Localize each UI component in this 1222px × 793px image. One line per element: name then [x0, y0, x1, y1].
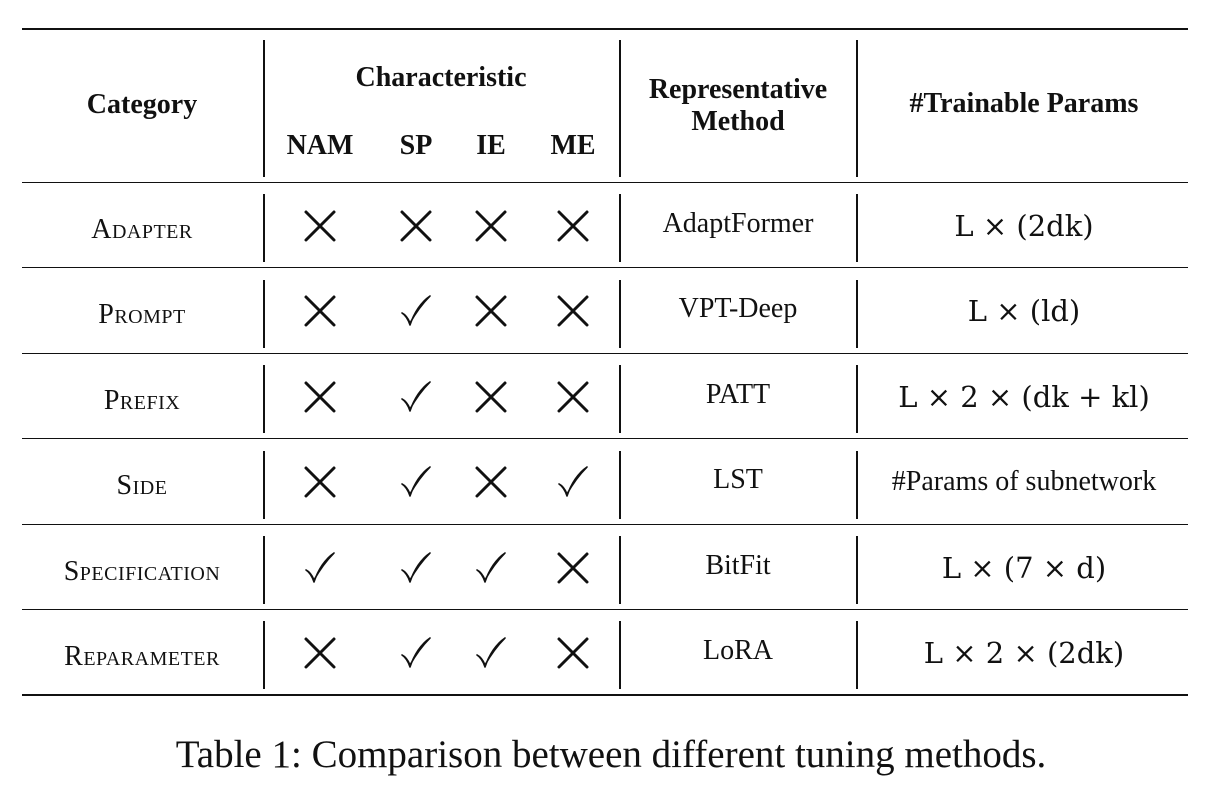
- category-cell: Side: [116, 469, 168, 501]
- column-divider: [263, 621, 265, 689]
- header-ie: IE: [476, 130, 506, 161]
- cross-icon: [548, 525, 598, 610]
- cross-icon: [295, 439, 345, 524]
- header-sp: SP: [399, 130, 433, 161]
- column-divider: [263, 536, 265, 604]
- check-icon: [548, 439, 598, 524]
- cross-icon: [391, 183, 441, 268]
- column-divider: [263, 280, 265, 348]
- column-divider: [619, 365, 621, 433]
- cross-icon: [466, 183, 516, 268]
- header-method-line2: Method: [691, 106, 785, 137]
- column-divider: [856, 451, 858, 519]
- check-icon: [466, 525, 516, 610]
- category-cell: Reparameter: [64, 640, 220, 672]
- cross-icon: [295, 610, 345, 695]
- check-icon: [391, 354, 441, 439]
- row-rule: [22, 609, 1188, 611]
- bottom-rule: [22, 694, 1188, 697]
- column-divider: [619, 194, 621, 262]
- row-rule: [22, 438, 1188, 440]
- category-cell: Adapter: [91, 213, 193, 245]
- params-cell: L × (ld): [967, 293, 1081, 328]
- column-divider: [619, 621, 621, 689]
- column-divider: [263, 451, 265, 519]
- cross-icon: [295, 354, 345, 439]
- column-divider: [856, 40, 858, 177]
- header-rule: [22, 182, 1188, 184]
- header-method: Representative Method: [622, 66, 854, 146]
- check-icon: [295, 525, 345, 610]
- header-method-line1: Representative: [648, 74, 828, 105]
- cross-icon: [466, 439, 516, 524]
- column-divider: [263, 365, 265, 433]
- category-cell: Prompt: [98, 298, 186, 330]
- check-icon: [391, 610, 441, 695]
- column-divider: [856, 194, 858, 262]
- column-divider: [856, 621, 858, 689]
- header-nam: NAM: [286, 130, 354, 161]
- check-icon: [391, 439, 441, 524]
- table-caption: Table 1: Comparison between different tu…: [175, 732, 1047, 776]
- header-category: Category: [86, 89, 198, 120]
- row-rule: [22, 524, 1188, 526]
- row-rule: [22, 267, 1188, 269]
- params-cell: L × (2dk): [954, 208, 1094, 243]
- cross-icon: [466, 354, 516, 439]
- params-cell: L × (7 × d): [941, 550, 1107, 585]
- category-cell: Prefix: [103, 384, 181, 416]
- column-divider: [619, 451, 621, 519]
- category-cell: Specification: [63, 555, 221, 587]
- column-divider: [619, 280, 621, 348]
- column-divider: [856, 280, 858, 348]
- check-icon: [466, 610, 516, 695]
- column-divider: [263, 40, 265, 177]
- column-divider: [263, 194, 265, 262]
- cross-icon: [548, 183, 598, 268]
- params-cell: #Params of subnetwork: [891, 465, 1157, 497]
- params-cell: L × 2 × (dk + kl): [898, 379, 1150, 414]
- method-cell: VPT-Deep: [678, 292, 798, 324]
- column-divider: [619, 40, 621, 177]
- column-divider: [856, 536, 858, 604]
- method-cell: LoRA: [703, 634, 773, 666]
- top-rule: [22, 28, 1188, 31]
- cross-icon: [295, 268, 345, 353]
- params-cell: L × 2 × (2dk): [923, 635, 1125, 670]
- cross-icon: [548, 610, 598, 695]
- column-divider: [856, 365, 858, 433]
- check-icon: [391, 268, 441, 353]
- header-params: #Trainable Params: [909, 88, 1139, 119]
- cross-icon: [548, 268, 598, 353]
- header-me: ME: [550, 130, 596, 161]
- cross-icon: [466, 268, 516, 353]
- check-icon: [391, 525, 441, 610]
- cross-icon: [295, 183, 345, 268]
- method-cell: BitFit: [705, 549, 771, 581]
- cross-icon: [548, 354, 598, 439]
- column-divider: [619, 536, 621, 604]
- method-cell: AdaptFormer: [662, 207, 814, 239]
- header-characteristic: Characteristic: [355, 62, 527, 93]
- method-cell: PATT: [705, 378, 771, 410]
- row-rule: [22, 353, 1188, 355]
- method-cell: LST: [713, 463, 763, 495]
